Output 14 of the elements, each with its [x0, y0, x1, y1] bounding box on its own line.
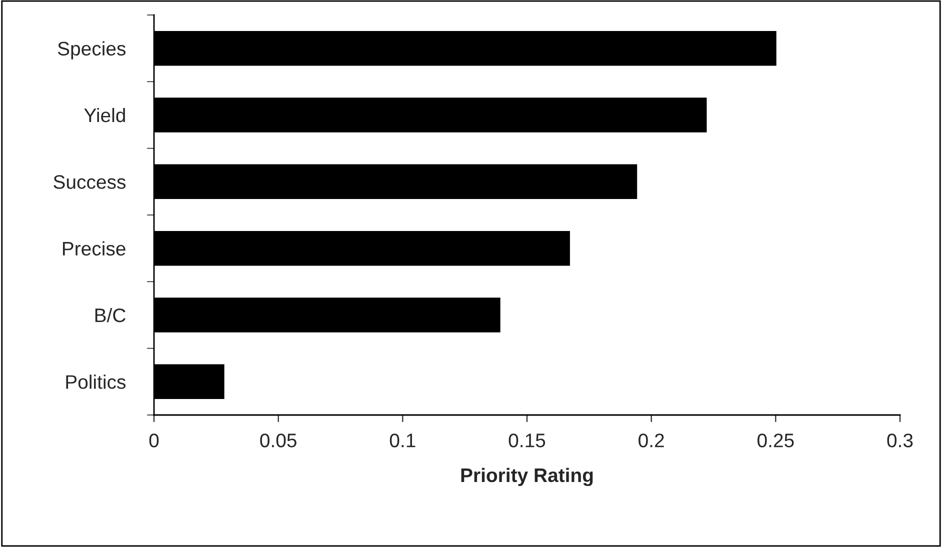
- y-tick-label: B/C: [95, 308, 126, 322]
- y-tick-label: Species: [58, 41, 126, 60]
- x-tick-label: 0.05: [260, 434, 296, 448]
- y-tick-label: Success: [54, 175, 126, 189]
- y-tick-label: Yield: [84, 108, 125, 122]
- x-axis-title: Priority Rating: [461, 468, 593, 486]
- y-tick-label: Precise: [62, 241, 126, 256]
- x-tick-label: 0.3: [887, 434, 913, 448]
- x-tick-label: 0.2: [638, 434, 664, 448]
- x-tick-label: 0: [149, 434, 159, 448]
- y-tick-label: Politics: [66, 374, 126, 389]
- x-tick-label: 0.25: [758, 434, 794, 448]
- x-tick-label: 0.1: [390, 434, 416, 448]
- x-tick-label: 0.15: [508, 434, 546, 448]
